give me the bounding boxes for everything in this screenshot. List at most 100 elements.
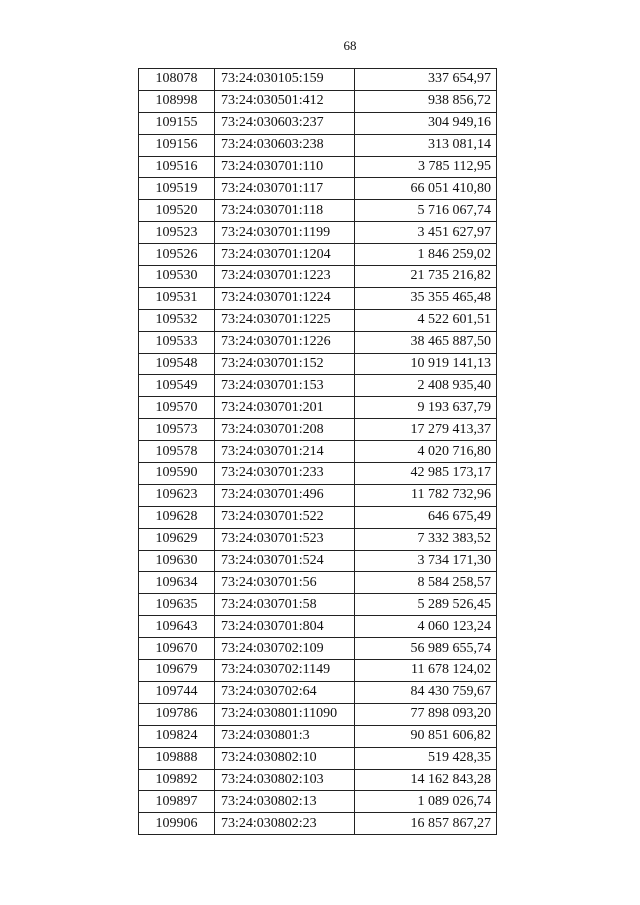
- value-cell: 84 430 759,67: [354, 680, 497, 704]
- cadastral-number-cell: 73:24:030105:159: [214, 68, 355, 91]
- table-row: 109892 73:24:030802:103 14 162 843,28: [138, 768, 497, 792]
- value-cell: 77 898 093,20: [354, 702, 497, 726]
- table-row: 109156 73:24:030603:238 313 081,14: [138, 133, 497, 157]
- value-cell: 14 162 843,28: [354, 768, 497, 792]
- table-row: 109897 73:24:030802:13 1 089 026,74: [138, 790, 497, 814]
- row-number-cell: 109623: [138, 483, 215, 507]
- value-cell: 1 846 259,02: [354, 243, 497, 267]
- row-number-cell: 109628: [138, 505, 215, 529]
- value-cell: 304 949,16: [354, 111, 497, 135]
- table-row: 109516 73:24:030701:110 3 785 112,95: [138, 155, 497, 179]
- row-number-cell: 109526: [138, 243, 215, 267]
- cadastral-number-cell: 73:24:030802:13: [214, 790, 355, 814]
- table-row: 109629 73:24:030701:523 7 332 383,52: [138, 527, 497, 551]
- row-number-cell: 109643: [138, 615, 215, 639]
- row-number-cell: 108998: [138, 89, 215, 113]
- table-row: 109590 73:24:030701:233 42 985 173,17: [138, 462, 497, 485]
- cadastral-number-cell: 73:24:030801:11090: [214, 702, 355, 726]
- cadastral-number-cell: 73:24:030802:23: [214, 812, 355, 836]
- cadastral-number-cell: 73:24:030701:117: [214, 177, 355, 201]
- cadastral-number-cell: 73:24:030701:1199: [214, 221, 355, 245]
- table-row: 109519 73:24:030701:117 66 051 410,80: [138, 177, 497, 201]
- row-number-cell: 109532: [138, 308, 215, 332]
- table-row: 109643 73:24:030701:804 4 060 123,24: [138, 615, 497, 639]
- table-row: 109670 73:24:030702:109 56 989 655,74: [138, 637, 497, 661]
- cadastral-number-cell: 73:24:030701:1223: [214, 265, 355, 288]
- table-row: 109634 73:24:030701:56 8 584 258,57: [138, 571, 497, 595]
- value-cell: 4 060 123,24: [354, 615, 497, 639]
- value-cell: 16 857 867,27: [354, 812, 497, 836]
- cadastral-number-cell: 73:24:030701:208: [214, 418, 355, 442]
- cadastral-number-cell: 73:24:030701:1225: [214, 308, 355, 332]
- cadastral-number-cell: 73:24:030701:56: [214, 571, 355, 595]
- cadastral-number-cell: 73:24:030702:1149: [214, 659, 355, 682]
- value-cell: 35 355 465,48: [354, 286, 497, 310]
- row-number-cell: 109786: [138, 702, 215, 726]
- table-row: 109906 73:24:030802:23 16 857 867,27: [138, 812, 497, 836]
- row-number-cell: 109888: [138, 746, 215, 770]
- table-row: 109888 73:24:030802:10 519 428,35: [138, 746, 497, 770]
- value-cell: 10 919 141,13: [354, 352, 497, 376]
- row-number-cell: 109824: [138, 724, 215, 748]
- table-row: 109531 73:24:030701:1224 35 355 465,48: [138, 286, 497, 310]
- table-row: 109526 73:24:030701:1204 1 846 259,02: [138, 243, 497, 267]
- table-row: 109635 73:24:030701:58 5 289 526,45: [138, 593, 497, 617]
- value-cell: 313 081,14: [354, 133, 497, 157]
- value-cell: 5 289 526,45: [354, 593, 497, 617]
- cadastral-number-cell: 73:24:030701:110: [214, 155, 355, 179]
- table-row: 109786 73:24:030801:11090 77 898 093,20: [138, 702, 497, 726]
- cadastral-number-cell: 73:24:030701:524: [214, 549, 355, 573]
- row-number-cell: 109892: [138, 768, 215, 792]
- value-cell: 42 985 173,17: [354, 462, 497, 485]
- row-number-cell: 109670: [138, 637, 215, 661]
- row-number-cell: 109516: [138, 155, 215, 179]
- row-number-cell: 109906: [138, 812, 215, 836]
- value-cell: 337 654,97: [354, 68, 497, 91]
- cadastral-number-cell: 73:24:030701:523: [214, 527, 355, 551]
- cadastral-number-cell: 73:24:030701:58: [214, 593, 355, 617]
- value-cell: 11 678 124,02: [354, 659, 497, 682]
- cadastral-number-cell: 73:24:030701:201: [214, 396, 355, 420]
- value-cell: 1 089 026,74: [354, 790, 497, 814]
- value-cell: 17 279 413,37: [354, 418, 497, 442]
- row-number-cell: 109530: [138, 265, 215, 288]
- table-body: 108078 73:24:030105:159 337 654,97 108998 73…: [138, 68, 497, 836]
- row-number-cell: 109630: [138, 549, 215, 573]
- cadastral-number-cell: 73:24:030702:109: [214, 637, 355, 661]
- value-cell: 7 332 383,52: [354, 527, 497, 551]
- cadastral-number-cell: 73:24:030603:238: [214, 133, 355, 157]
- table-row: 109533 73:24:030701:1226 38 465 887,50: [138, 330, 497, 354]
- value-cell: 3 734 171,30: [354, 549, 497, 573]
- value-cell: 4 020 716,80: [354, 440, 497, 464]
- row-number-cell: 109155: [138, 111, 215, 135]
- row-number-cell: 109590: [138, 462, 215, 485]
- value-cell: 56 989 655,74: [354, 637, 497, 661]
- table-row: 109744 73:24:030702:64 84 430 759,67: [138, 680, 497, 704]
- value-cell: 519 428,35: [354, 746, 497, 770]
- value-cell: 5 716 067,74: [354, 199, 497, 223]
- cadastral-number-cell: 73:24:030501:412: [214, 89, 355, 113]
- cadastral-number-cell: 73:24:030701:1204: [214, 243, 355, 267]
- row-number-cell: 109533: [138, 330, 215, 354]
- value-cell: 3 785 112,95: [354, 155, 497, 179]
- value-cell: 2 408 935,40: [354, 374, 497, 398]
- cadastral-number-cell: 73:24:030701:496: [214, 483, 355, 507]
- row-number-cell: 109156: [138, 133, 215, 157]
- row-number-cell: 109570: [138, 396, 215, 420]
- cadastral-number-cell: 73:24:030701:152: [214, 352, 355, 376]
- table-row: 109679 73:24:030702:1149 11 678 124,02: [138, 659, 497, 682]
- table-row: 108078 73:24:030105:159 337 654,97: [138, 68, 497, 91]
- cadastral-number-cell: 73:24:030701:1224: [214, 286, 355, 310]
- table-row: 109523 73:24:030701:1199 3 451 627,97: [138, 221, 497, 245]
- table-row: 109628 73:24:030701:522 646 675,49: [138, 505, 497, 529]
- cadastral-number-cell: 73:24:030701:118: [214, 199, 355, 223]
- row-number-cell: 109744: [138, 680, 215, 704]
- table-row: 109155 73:24:030603:237 304 949,16: [138, 111, 497, 135]
- row-number-cell: 109679: [138, 659, 215, 682]
- cadastral-number-cell: 73:24:030802:103: [214, 768, 355, 792]
- value-cell: 4 522 601,51: [354, 308, 497, 332]
- value-cell: 938 856,72: [354, 89, 497, 113]
- data-table: 108078 73:24:030105:159 337 654,97 108998 73…: [138, 68, 497, 836]
- cadastral-number-cell: 73:24:030701:1226: [214, 330, 355, 354]
- value-cell: 3 451 627,97: [354, 221, 497, 245]
